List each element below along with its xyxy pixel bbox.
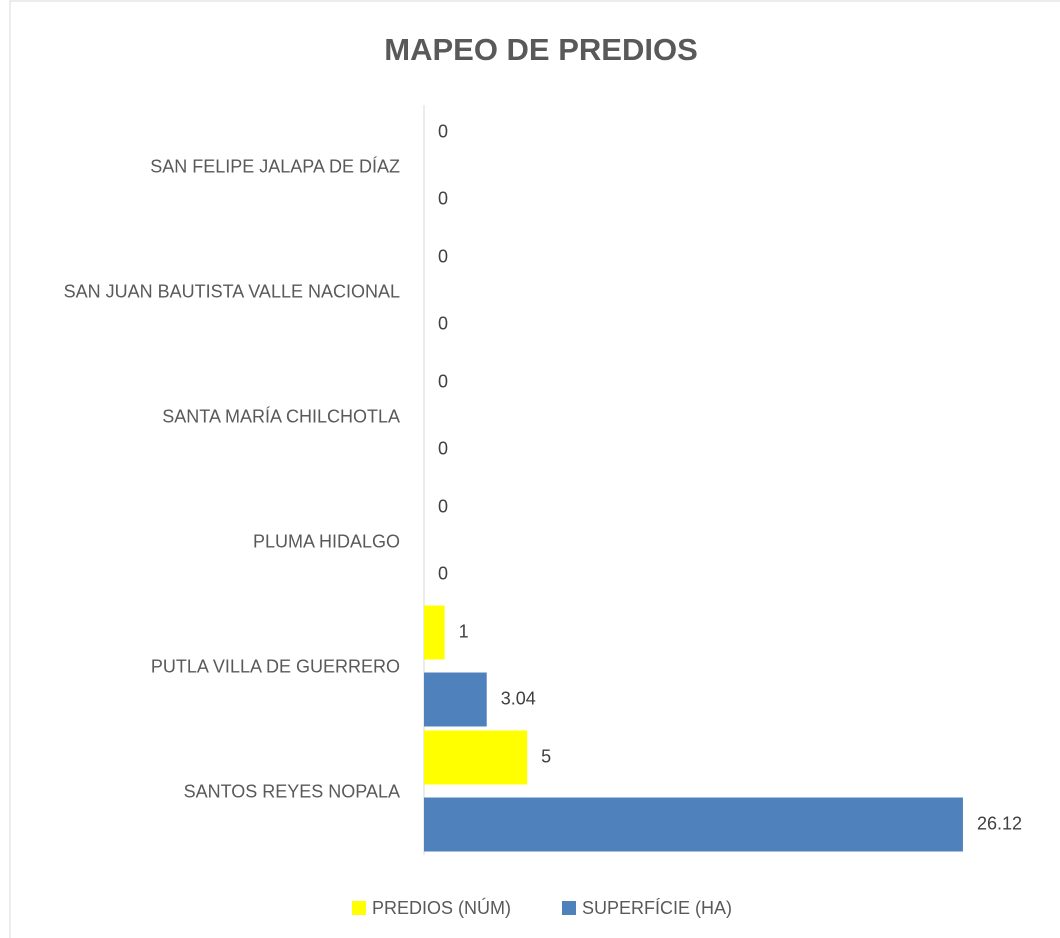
legend-label: SUPERFÍCIE (HA): [582, 898, 732, 918]
y-tick-label: PUTLA VILLA DE GUERRERO: [151, 656, 400, 676]
bar: [424, 605, 445, 660]
data-label: 0: [438, 121, 448, 141]
data-label: 26.12: [977, 813, 1022, 833]
data-label: 5: [541, 746, 551, 766]
data-label: 3.04: [501, 688, 536, 708]
data-label: 0: [438, 496, 448, 516]
chart-title: MAPEO DE PREDIOS: [384, 32, 698, 67]
bar: [424, 797, 963, 852]
y-tick-label: SANTA MARÍA CHILCHOTLA: [162, 406, 400, 426]
data-label: 0: [438, 371, 448, 391]
y-tick-label: SAN JUAN BAUTISTA VALLE NACIONAL: [64, 281, 400, 301]
data-label: 0: [438, 438, 448, 458]
y-tick-label: SANTOS REYES NOPALA: [184, 781, 400, 801]
legend-swatch: [562, 901, 576, 915]
data-label: 0: [438, 313, 448, 333]
data-label: 0: [438, 188, 448, 208]
y-tick-label: SAN FELIPE JALAPA DE DÍAZ: [150, 156, 400, 176]
bar: [424, 730, 528, 785]
bar: [424, 672, 487, 727]
y-tick-label: PLUMA HIDALGO: [253, 531, 400, 551]
legend-label: PREDIOS (NÚM): [372, 897, 511, 918]
chart-frame: [9, 0, 1060, 938]
legend-swatch: [352, 901, 366, 915]
data-label: 0: [438, 246, 448, 266]
data-label: 0: [438, 563, 448, 583]
data-label: 1: [459, 621, 469, 641]
